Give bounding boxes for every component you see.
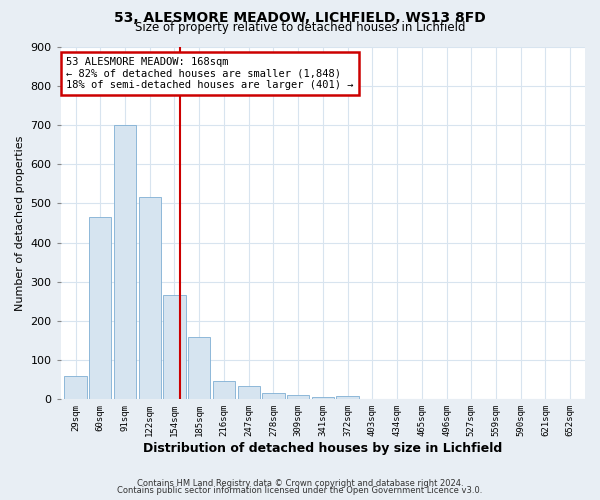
- Y-axis label: Number of detached properties: Number of detached properties: [15, 135, 25, 310]
- Text: Size of property relative to detached houses in Lichfield: Size of property relative to detached ho…: [135, 22, 465, 35]
- Bar: [262, 394, 284, 400]
- Bar: [213, 381, 235, 400]
- Bar: [139, 198, 161, 400]
- Text: Contains public sector information licensed under the Open Government Licence v3: Contains public sector information licen…: [118, 486, 482, 495]
- Bar: [238, 386, 260, 400]
- Bar: [64, 376, 86, 400]
- Bar: [163, 296, 185, 400]
- Bar: [114, 125, 136, 400]
- Bar: [188, 336, 211, 400]
- Bar: [89, 217, 112, 400]
- Bar: [337, 396, 359, 400]
- Bar: [312, 398, 334, 400]
- Text: 53 ALESMORE MEADOW: 168sqm
← 82% of detached houses are smaller (1,848)
18% of s: 53 ALESMORE MEADOW: 168sqm ← 82% of deta…: [66, 57, 353, 90]
- X-axis label: Distribution of detached houses by size in Lichfield: Distribution of detached houses by size …: [143, 442, 502, 455]
- Text: 53, ALESMORE MEADOW, LICHFIELD, WS13 8FD: 53, ALESMORE MEADOW, LICHFIELD, WS13 8FD: [114, 11, 486, 25]
- Bar: [287, 394, 309, 400]
- Text: Contains HM Land Registry data © Crown copyright and database right 2024.: Contains HM Land Registry data © Crown c…: [137, 478, 463, 488]
